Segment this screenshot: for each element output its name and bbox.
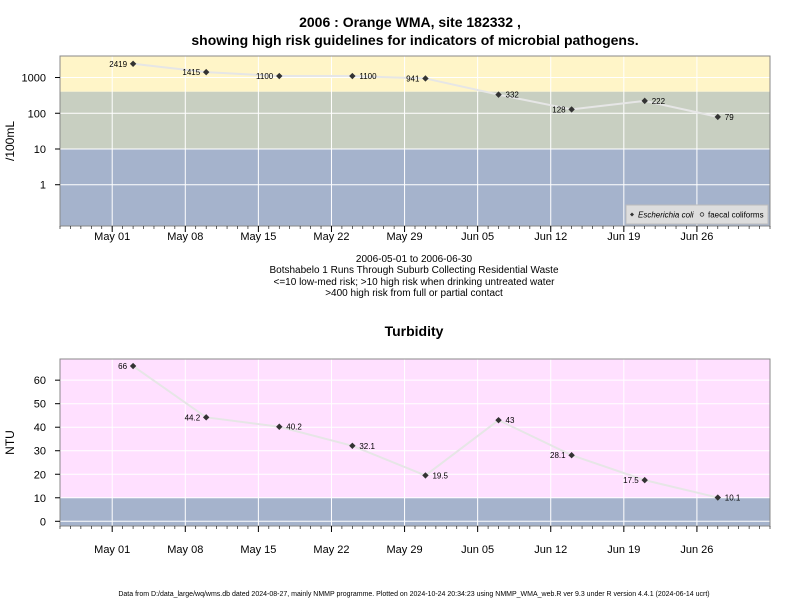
turbidity-y-tick-label: 30	[34, 446, 46, 458]
turbidity-panel: May 01 May 08 May 15 May 22 May 29 Jun 05 Jun …	[3, 358, 771, 556]
turbidity-x-tick-label: Jun 12	[534, 544, 567, 556]
ecoli-x-tick-label: May 22	[313, 231, 349, 243]
turbidity-y-tick-label: 50	[34, 399, 46, 411]
ecoli-risk-band-0	[60, 56, 770, 92]
chart-title-line2: showing high risk guidelines for indicat…	[191, 32, 638, 48]
turbidity-x-tick-label: May 08	[167, 544, 203, 556]
turbidity-y-tick-label: 40	[34, 422, 46, 434]
ecoli-data-label: 128	[552, 105, 566, 114]
turbidity-data-label: 19.5	[432, 471, 448, 480]
turbidity-x-tick-label: Jun 26	[680, 544, 713, 556]
ecoli-data-label: 222	[652, 97, 666, 106]
ecoli-x-tick-label: May 29	[387, 231, 423, 243]
turbidity-x-tick-label: Jun 05	[461, 544, 494, 556]
ecoli-data-point	[641, 97, 648, 105]
turbidity-data-point	[276, 423, 283, 430]
turbidity-data-label: 40.2	[286, 423, 302, 432]
chart-title-line1: 2006 : Orange WMA, site 182332 ,	[299, 14, 521, 30]
ecoli-data-point	[202, 68, 210, 76]
site-description-note: Botshabelo 1 Runs Through Suburb Collect…	[269, 265, 558, 276]
turbidity-y-tick-label: 20	[34, 469, 46, 481]
ecoli-x-tick-label: May 08	[167, 231, 203, 243]
turbidity-data-point	[568, 452, 575, 459]
turbidity-data-point	[422, 472, 429, 479]
footer-note: Data from D:/data_large/wq/wms.db dated …	[118, 591, 709, 598]
turbidity-data-label: 43	[506, 416, 515, 425]
legend-diamond-symbol	[630, 212, 634, 217]
ecoli-data-label: 1100	[256, 72, 274, 81]
date-range-note: 2006-05-01 to 2006-06-30	[356, 254, 473, 265]
drinking-risk-note: <=10 low-med risk; >10 high risk when dr…	[274, 277, 556, 288]
turbidity-y-tick-label: 60	[34, 375, 46, 387]
turbidity-data-point	[129, 362, 137, 370]
legend-label: faecal coliforms	[708, 211, 764, 220]
ecoli-y-axis-label: /100mL	[3, 121, 17, 161]
ecoli-data-label: 1100	[359, 72, 377, 81]
ecoli-y-tick-label: 100	[28, 108, 46, 120]
turbidity-data-label: 28.1	[550, 451, 566, 460]
ecoli-y-tick-label: 1	[40, 180, 46, 192]
ecoli-data-point	[568, 106, 575, 113]
turbidity-data-point	[714, 494, 721, 501]
ecoli-panel: May 01 May 08 May 15 May 22 May 29 Jun 05 Jun …	[3, 55, 771, 243]
ecoli-risk-band-1	[60, 91, 770, 149]
turbidity-data-label: 10.1	[725, 494, 741, 503]
turbidity-x-tick-label: May 22	[313, 544, 349, 556]
turbidity-data-label: 17.5	[623, 476, 639, 485]
legend-circle-symbol	[699, 212, 705, 217]
legend-label: Escherichia coli	[638, 211, 694, 220]
ecoli-data-label: 332	[506, 91, 520, 100]
ecoli-data-point	[349, 72, 356, 80]
ecoli-data-label: 79	[725, 113, 734, 122]
ecoli-data-point	[422, 75, 429, 82]
ecoli-y-tick-label: 10	[34, 144, 46, 156]
ecoli-data-label: 941	[406, 74, 420, 83]
turbidity-x-tick-label: May 15	[240, 544, 276, 556]
turbidity-x-tick-label: May 29	[387, 544, 423, 556]
turbidity-y-axis-label: NTU	[3, 430, 17, 455]
ecoli-x-tick-label: May 15	[240, 231, 276, 243]
turbidity-data-point	[641, 476, 648, 484]
ecoli-data-label: 1415	[182, 68, 200, 77]
ecoli-data-point	[714, 113, 721, 121]
ecoli-data-point	[495, 91, 502, 98]
ecoli-x-tick-label: Jun 12	[534, 231, 567, 243]
ecoli-data-point	[276, 72, 283, 80]
turbidity-title: Turbidity	[385, 323, 444, 339]
turbidity-data-label: 66	[118, 362, 127, 371]
ecoli-data-label: 2419	[109, 60, 127, 69]
ecoli-x-tick-label: Jun 26	[680, 231, 713, 243]
turbidity-data-point	[202, 414, 210, 421]
ecoli-legend: Escherichia coli faecal coliforms	[625, 204, 769, 225]
turbidity-x-tick-label: May 01	[94, 544, 130, 556]
turbidity-data-point	[495, 416, 502, 424]
ecoli-data-point	[129, 60, 137, 68]
ecoli-y-tick-label: 1000	[22, 73, 46, 85]
ecoli-legend-box	[625, 204, 769, 225]
ecoli-x-tick-label: May 01	[94, 231, 130, 243]
contact-risk-note: >400 high risk from full or partial cont…	[325, 288, 503, 299]
turbidity-data-label: 44.2	[185, 413, 201, 422]
turbidity-x-tick-label: Jun 19	[607, 544, 640, 556]
turbidity-y-tick-label: 10	[34, 493, 46, 505]
ecoli-x-tick-label: Jun 19	[607, 231, 640, 243]
turbidity-data-label: 32.1	[359, 442, 375, 451]
ecoli-x-tick-label: Jun 05	[461, 231, 494, 243]
turbidity-y-tick-label: 0	[40, 516, 46, 528]
turbidity-data-point	[349, 442, 356, 449]
